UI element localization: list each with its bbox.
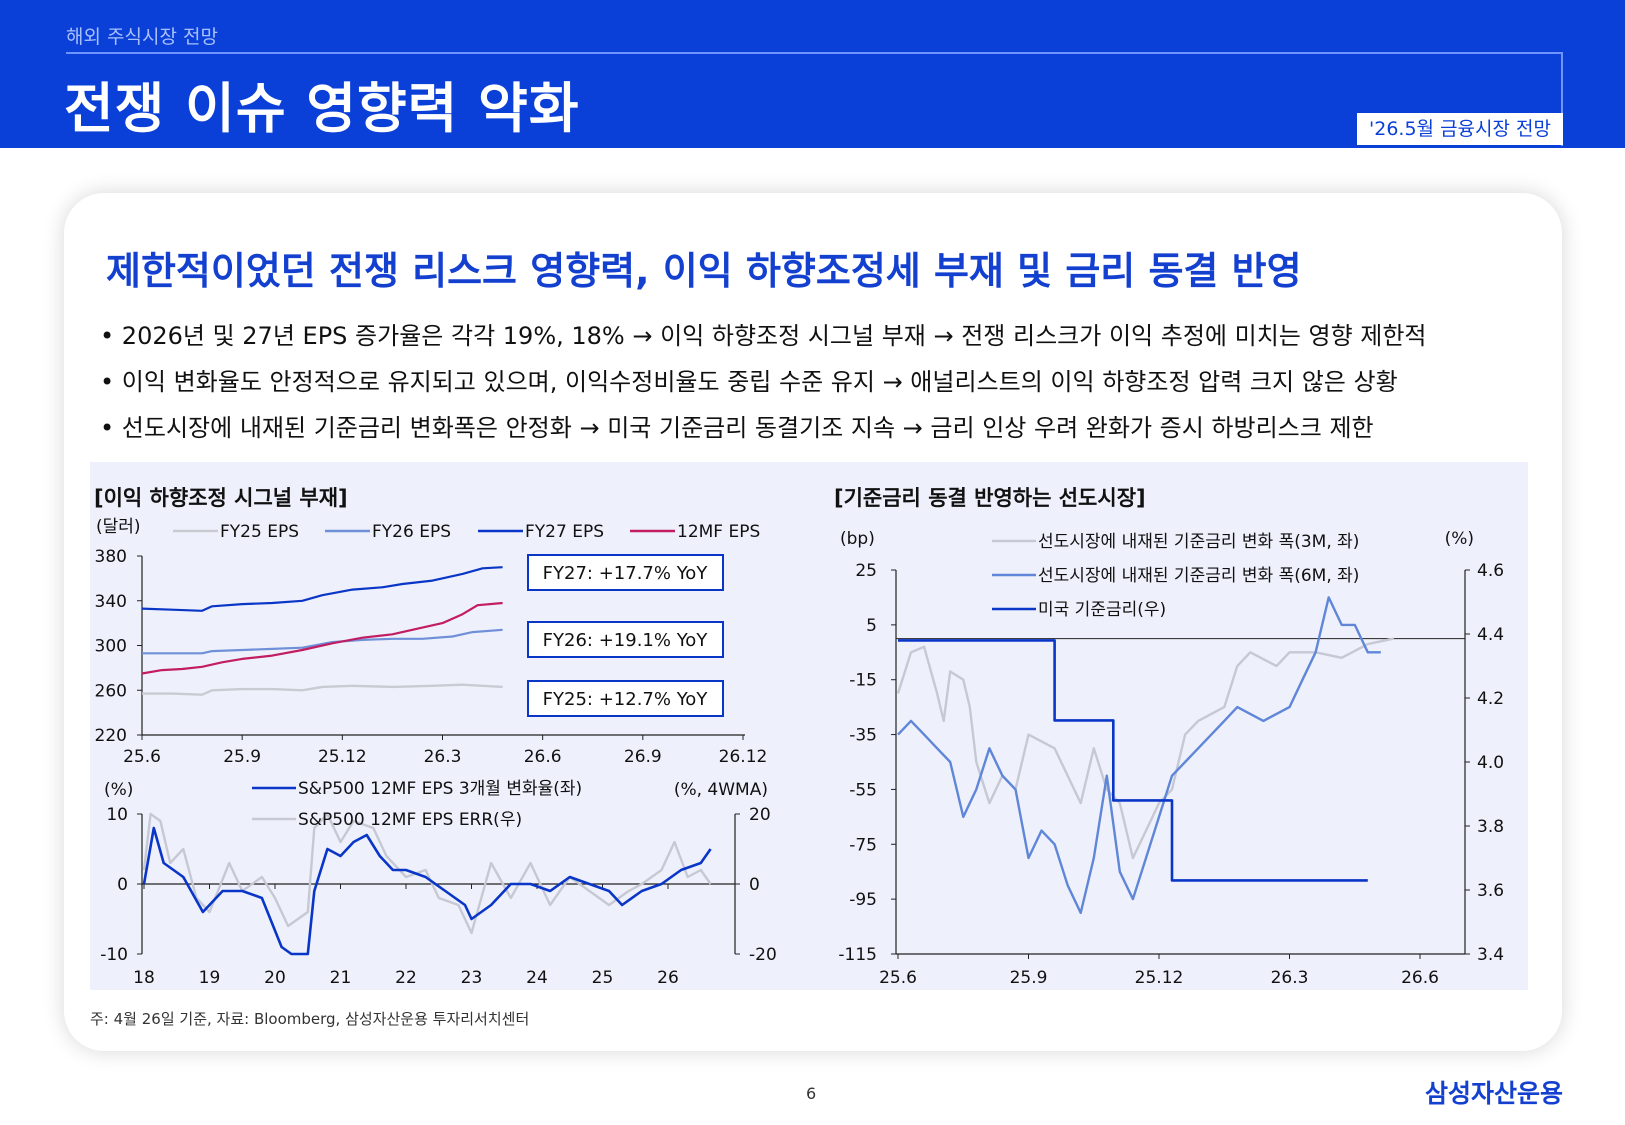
chart3-ytick-left: -115 bbox=[838, 945, 877, 965]
chart3-ytick-left: 25 bbox=[855, 561, 877, 581]
chart2-legend-err-label: S&P500 12MF EPS ERR(우) bbox=[298, 810, 522, 830]
chart2-unit-left: (%) bbox=[104, 780, 133, 800]
date-badge: '26.5월 금융시장 전망 bbox=[1357, 113, 1563, 145]
chart3-ytick-right: 3.8 bbox=[1477, 817, 1504, 837]
chart2-xtick: 26 bbox=[657, 968, 679, 988]
chart3-unit-left: (bp) bbox=[840, 529, 875, 549]
chart3-ytick-right: 4.4 bbox=[1477, 625, 1504, 645]
chart3-xtick: 25.6 bbox=[879, 968, 917, 988]
page-title: 전쟁 이슈 영향력 약화 bbox=[64, 77, 580, 140]
chart1-series-fy26 bbox=[142, 628, 503, 655]
chart1-xtick: 26.3 bbox=[424, 747, 462, 767]
chart3-ytick-left: -55 bbox=[849, 780, 877, 800]
chart3-legend-3m-label: 선도시장에 내재된 기준금리 변화 폭(3M, 좌) bbox=[1038, 532, 1359, 552]
header-divider-vertical bbox=[1561, 52, 1563, 146]
chart-panel bbox=[90, 462, 1528, 990]
chart1-legend-fy25-label: FY25 EPS bbox=[220, 522, 299, 542]
chart2-xtick: 23 bbox=[461, 968, 483, 988]
chart1-xtick: 26.9 bbox=[624, 747, 662, 767]
chart2-xtick: 25 bbox=[592, 968, 614, 988]
chart1-ytick: 220 bbox=[95, 726, 127, 746]
bullet-list: 2026년 및 27년 EPS 증가율은 각각 19%, 18% → 이익 하향… bbox=[100, 313, 1520, 451]
chart2-series-err bbox=[142, 812, 712, 935]
chart3-ytick-right: 4.2 bbox=[1477, 689, 1504, 709]
chart2-series-chg bbox=[142, 826, 712, 956]
chart1-series-fy25 bbox=[142, 683, 503, 696]
chart3-ytick-left: -75 bbox=[849, 835, 877, 855]
chart2-ytick-left: 0 bbox=[117, 875, 128, 895]
company-logo: 삼성자산운용 bbox=[1424, 1079, 1563, 1108]
page-number: 6 bbox=[806, 1084, 817, 1103]
chart1-annotation: FY25: +12.7% YoY bbox=[543, 689, 709, 710]
chart3-ytick-left: -35 bbox=[849, 726, 877, 746]
chart3-series-6m bbox=[897, 596, 1381, 915]
chart3-title: [기준금리 동결 반영하는 선도시장] bbox=[834, 486, 1146, 510]
chart3-legend-fed-label: 미국 기준금리(우) bbox=[1038, 600, 1166, 620]
chart2-ytick-right: -20 bbox=[749, 945, 777, 965]
chart1-series-mf12 bbox=[141, 601, 503, 675]
chart3-series-fed bbox=[898, 639, 1368, 882]
chart1-annotation-box bbox=[527, 680, 724, 717]
chart1-series-fy27 bbox=[141, 566, 503, 612]
chart2-xtick: 22 bbox=[395, 968, 417, 988]
chart1-annotation-box bbox=[527, 554, 724, 591]
chart2-ytick-right: 20 bbox=[749, 805, 771, 825]
chart1-ytick: 260 bbox=[95, 681, 127, 701]
chart3-ytick-left: -15 bbox=[849, 671, 877, 691]
chart3-ytick-right: 3.6 bbox=[1477, 881, 1504, 901]
header-divider bbox=[66, 52, 1563, 54]
chart1-ytick: 340 bbox=[95, 592, 127, 612]
chart1-annotation: FY27: +17.7% YoY bbox=[543, 563, 709, 584]
chart1-xtick: 25.12 bbox=[318, 747, 367, 767]
chart3-unit-right: (%) bbox=[1445, 529, 1474, 549]
chart3-ytick-left: 5 bbox=[866, 616, 877, 636]
chart1-annotation: FY26: +19.1% YoY bbox=[543, 630, 709, 651]
chart3-series-3m bbox=[896, 637, 1395, 860]
chart1-legend-mf12-label: 12MF EPS bbox=[677, 522, 760, 542]
chart2-ytick-left: -10 bbox=[100, 945, 128, 965]
chart1-xtick: 26.12 bbox=[719, 747, 768, 767]
chart1-unit: (달러) bbox=[96, 517, 141, 537]
chart1-ytick: 300 bbox=[95, 637, 127, 657]
bullet-item: 이익 변화율도 안정적으로 유지되고 있으며, 이익수정비율도 중립 수준 유지… bbox=[100, 359, 1520, 405]
chart3-ytick-right: 4.0 bbox=[1477, 753, 1504, 773]
chart3-ytick-left: -95 bbox=[849, 890, 877, 910]
chart2-unit-right: (%, 4WMA) bbox=[674, 780, 768, 800]
chart2-xtick: 24 bbox=[526, 968, 548, 988]
header-bar: 해외 주식시장 전망 전쟁 이슈 영향력 약화 '26.5월 금융시장 전망 bbox=[0, 0, 1625, 148]
chart1-ytick: 380 bbox=[95, 547, 127, 567]
chart3-ytick-right: 3.4 bbox=[1477, 945, 1504, 965]
chart2-ytick-right: 0 bbox=[749, 875, 760, 895]
chart2-xtick: 21 bbox=[330, 968, 352, 988]
source-note: 주: 4월 26일 기준, 자료: Bloomberg, 삼성자산운용 투자리서… bbox=[90, 1010, 530, 1028]
bullet-item: 선도시장에 내재된 기준금리 변화폭은 안정화 → 미국 기준금리 동결기조 지… bbox=[100, 405, 1520, 451]
chart2-xtick: 19 bbox=[199, 968, 221, 988]
chart3-ytick-right: 4.6 bbox=[1477, 561, 1504, 581]
chart2-legend-chg-label: S&P500 12MF EPS 3개월 변화율(좌) bbox=[298, 779, 582, 799]
bullet-item: 2026년 및 27년 EPS 증가율은 각각 19%, 18% → 이익 하향… bbox=[100, 313, 1520, 359]
chart3-xtick: 25.12 bbox=[1135, 968, 1184, 988]
chart3-xtick: 26.6 bbox=[1401, 968, 1439, 988]
chart1-xtick: 25.6 bbox=[123, 747, 161, 767]
chart3-xtick: 26.3 bbox=[1271, 968, 1309, 988]
chart1-legend-fy27-label: FY27 EPS bbox=[525, 522, 604, 542]
chart1-annotation-box bbox=[527, 621, 724, 658]
chart2-xtick: 20 bbox=[264, 968, 286, 988]
chart1-xtick: 25.9 bbox=[223, 747, 261, 767]
section-label: 해외 주식시장 전망 bbox=[66, 26, 218, 48]
chart1-xtick: 26.6 bbox=[524, 747, 562, 767]
chart1-legend-fy26-label: FY26 EPS bbox=[372, 522, 451, 542]
chart2-xtick: 18 bbox=[133, 968, 155, 988]
chart3-legend-6m-label: 선도시장에 내재된 기준금리 변화 폭(6M, 좌) bbox=[1038, 566, 1359, 586]
chart1-title: [이익 하향조정 시그널 부재] bbox=[94, 486, 348, 510]
chart2-ytick-left: 10 bbox=[106, 805, 128, 825]
card-title: 제한적이었던 전쟁 리스크 영향력, 이익 하향조정세 부재 및 금리 동결 반… bbox=[106, 249, 1302, 293]
chart3-xtick: 25.9 bbox=[1010, 968, 1048, 988]
